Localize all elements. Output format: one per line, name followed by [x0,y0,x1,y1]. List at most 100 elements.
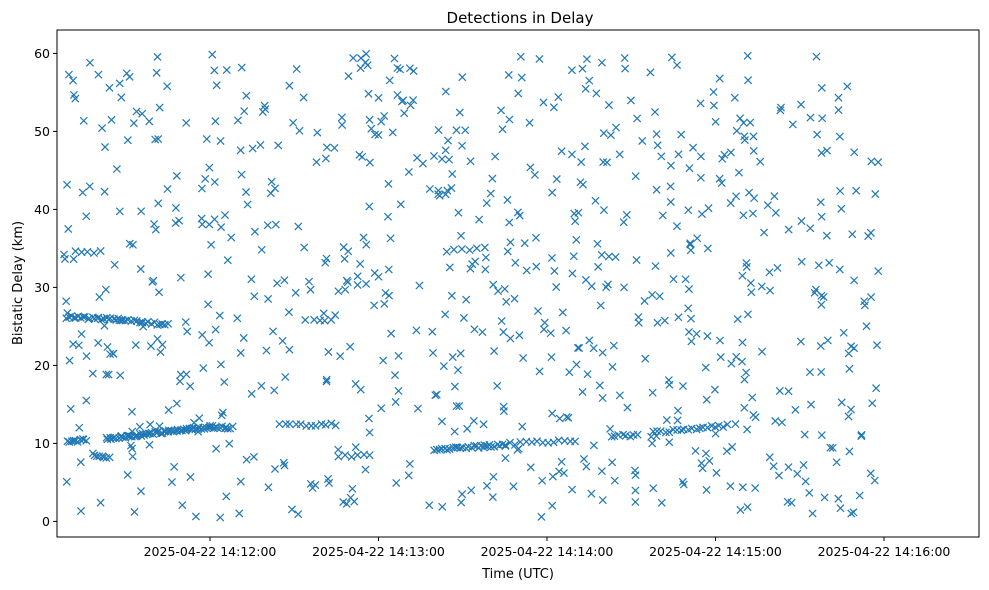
detection-marker [578,180,588,189]
detection-marker [123,136,132,145]
detection-marker [510,294,519,303]
detection-marker [493,381,502,390]
detection-marker [834,106,843,115]
detection-marker [199,364,208,373]
detection-marker [550,266,559,276]
detection-marker [163,82,172,91]
y-tick-label: 20 [34,358,50,373]
detection-marker [740,375,749,384]
detection-marker [714,421,723,430]
detection-marker [726,199,735,208]
detection-marker [598,348,607,357]
detection-marker [269,327,278,336]
detection-marker [448,353,457,362]
detection-marker [736,505,745,514]
detection-marker [118,433,127,442]
detection-marker [308,484,317,493]
detection-marker [443,186,452,195]
detection-marker [278,336,287,345]
detection-marker [599,129,608,138]
detection-marker [409,67,418,76]
detection-marker [532,437,541,446]
detection-marker [413,404,423,413]
detection-marker [482,481,492,490]
y-axis: 0 10 20 30 40 50 60 [34,46,57,529]
detection-marker [633,430,642,439]
detection-marker [749,146,758,155]
detection-marker [763,201,772,210]
data-markers [60,49,883,522]
detection-marker [587,489,596,498]
detection-marker [197,184,206,193]
detection-marker [200,424,209,433]
detection-marker [788,120,797,129]
detection-marker [660,316,669,325]
detection-marker [740,403,749,412]
detection-marker [481,253,490,262]
detection-marker [765,453,774,462]
detection-marker [850,148,859,157]
detection-marker [339,498,348,507]
y-tick-label: 60 [34,46,50,61]
detection-marker [552,283,561,292]
detection-marker [128,452,137,461]
detection-marker [404,167,413,176]
detection-marker [379,356,388,365]
detection-marker [264,294,273,303]
detection-marker [164,319,173,328]
detection-marker [604,101,613,110]
detection-marker [658,211,667,220]
detection-marker [597,250,606,259]
detection-marker [672,222,682,231]
detection-marker [578,387,587,396]
detection-marker [201,174,210,183]
detection-marker [562,326,571,335]
detection-marker [655,292,664,301]
detection-marker [69,76,78,85]
detection-marker [350,497,359,506]
detection-marker [737,357,747,366]
detection-marker [458,73,467,82]
detection-marker [285,345,294,354]
detection-marker [447,291,456,300]
detection-marker [95,293,104,302]
detection-marker [434,126,443,135]
detection-marker [388,128,397,137]
detection-marker [151,135,160,144]
detection-marker [757,347,767,356]
detection-marker [181,426,190,435]
detection-marker [135,422,144,431]
detection-marker [516,52,525,61]
detection-marker [488,174,497,183]
detection-marker [94,338,103,347]
detection-marker [653,318,662,327]
detection-marker [634,313,643,322]
detection-marker [249,452,258,461]
detection-marker [270,464,280,474]
detection-marker [291,288,300,297]
detection-marker [393,63,402,72]
detection-marker [505,218,514,227]
detection-marker [509,482,518,491]
detection-marker [281,420,290,429]
detection-marker [604,252,613,261]
detection-marker [365,451,374,460]
detection-marker [331,421,340,430]
detection-marker [306,285,315,294]
detection-marker [740,136,749,145]
detection-marker [365,428,374,437]
detection-marker [526,463,535,472]
detection-marker [437,417,446,426]
detection-marker [535,54,544,64]
detection-marker [701,449,711,458]
detection-marker [334,445,343,454]
detection-marker [684,327,693,337]
detection-marker [539,325,548,334]
detection-marker [384,179,393,188]
detection-marker [796,100,806,109]
detection-marker [860,301,869,310]
detection-marker [425,501,434,510]
detection-marker [75,423,84,432]
detection-marker [145,440,154,449]
detection-marker [205,338,214,347]
